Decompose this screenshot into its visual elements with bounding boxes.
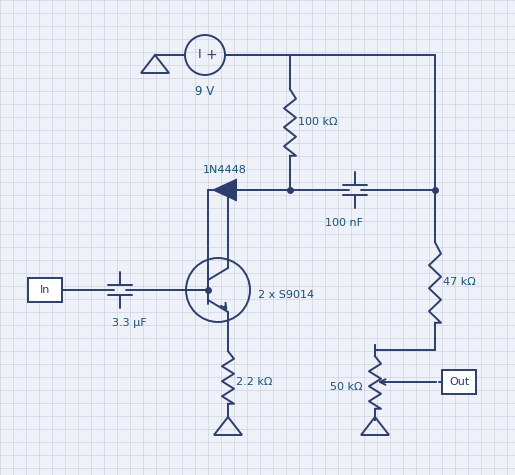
- Text: +: +: [205, 48, 217, 62]
- Text: 1N4448: 1N4448: [203, 165, 247, 175]
- FancyBboxPatch shape: [28, 278, 62, 302]
- Text: 2.2 kΩ: 2.2 kΩ: [236, 377, 272, 387]
- Text: I: I: [198, 48, 202, 61]
- Text: 3.3 μF: 3.3 μF: [112, 318, 147, 328]
- FancyBboxPatch shape: [442, 370, 476, 394]
- Text: 9 V: 9 V: [195, 85, 215, 98]
- Text: 50 kΩ: 50 kΩ: [330, 382, 363, 392]
- Text: 47 kΩ: 47 kΩ: [443, 277, 476, 287]
- Polygon shape: [214, 180, 236, 200]
- Text: Out: Out: [449, 377, 469, 387]
- Text: 100 nF: 100 nF: [325, 218, 363, 228]
- Text: In: In: [40, 285, 50, 295]
- Text: 2 x S9014: 2 x S9014: [258, 290, 314, 300]
- Text: 100 kΩ: 100 kΩ: [298, 117, 337, 127]
